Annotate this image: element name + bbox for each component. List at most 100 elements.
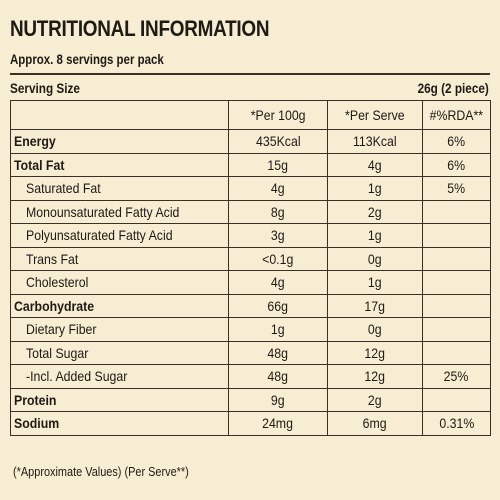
nutrient-name-cell: Monounsaturated Fatty Acid bbox=[10, 199, 229, 224]
value-per-100g: 48g bbox=[267, 344, 289, 361]
value-per-100g: 3g bbox=[271, 227, 285, 244]
serving-size-label: Serving Size bbox=[10, 80, 80, 96]
nutrient-name: Protein bbox=[14, 391, 57, 408]
value-rda-cell: 0.31% bbox=[422, 411, 491, 436]
value-per-serve: 12g bbox=[364, 368, 386, 385]
table-row: -Incl. Added Sugar 48g 12g 25% bbox=[10, 364, 491, 389]
value-per-100g: 48g bbox=[267, 368, 289, 385]
value-rda-cell bbox=[422, 223, 491, 248]
value-per-serve: 0g bbox=[368, 321, 382, 338]
value-per-100g-cell: 9g bbox=[228, 387, 328, 412]
table-row: Cholesterol 4g 1g bbox=[10, 270, 491, 295]
value-rda-cell bbox=[422, 317, 491, 342]
value-rda-cell bbox=[422, 293, 491, 318]
value-per-100g: 435Kcal bbox=[255, 133, 301, 150]
nutrient-name-cell: Saturated Fat bbox=[10, 176, 229, 201]
table-header-row: *Per 100g *Per Serve #%RDA** bbox=[10, 100, 491, 130]
nutrition-table: *Per 100g *Per Serve #%RDA** Energy 435Kc… bbox=[10, 100, 491, 436]
value-per-100g-cell: 48g bbox=[228, 364, 328, 389]
nutrient-name: Carbohydrate bbox=[14, 297, 95, 314]
nutrient-name: Trans Fat bbox=[26, 250, 79, 267]
value-per-100g-cell: 4g bbox=[228, 270, 328, 295]
value-rda-cell bbox=[422, 199, 491, 224]
value-rda-cell bbox=[422, 270, 491, 295]
value-rda: 25% bbox=[444, 368, 469, 385]
value-per-serve-cell: 1g bbox=[327, 176, 423, 201]
table-row: Energy 435Kcal 113Kcal 6% bbox=[10, 129, 491, 154]
value-per-serve-cell: 1g bbox=[327, 223, 423, 248]
table-row: Trans Fat <0.1g 0g bbox=[10, 246, 491, 271]
value-per-100g-cell: <0.1g bbox=[228, 246, 328, 271]
value-per-100g: 15g bbox=[267, 156, 289, 173]
nutrient-name: Dietary Fiber bbox=[26, 321, 97, 338]
value-per-serve-cell: 113Kcal bbox=[327, 129, 423, 154]
column-header-rda-text: #%RDA** bbox=[429, 107, 484, 123]
value-per-serve: 6mg bbox=[363, 415, 387, 432]
value-rda-cell bbox=[422, 246, 491, 271]
table-row: Monounsaturated Fatty Acid 8g 2g bbox=[10, 199, 491, 224]
divider bbox=[10, 73, 490, 75]
value-per-serve-cell: 17g bbox=[327, 293, 423, 318]
value-per-serve-cell: 6mg bbox=[327, 411, 423, 436]
servings-per-pack: Approx. 8 servings per pack bbox=[10, 51, 164, 67]
column-header-per-serve: *Per Serve bbox=[327, 100, 423, 130]
value-per-serve: 1g bbox=[368, 180, 382, 197]
nutrient-name: Sodium bbox=[14, 415, 60, 432]
column-header-rda: #%RDA** bbox=[422, 100, 491, 130]
table-row: Dietary Fiber 1g 0g bbox=[10, 317, 491, 342]
nutrient-name-cell: Trans Fat bbox=[10, 246, 229, 271]
value-rda-cell: 6% bbox=[422, 152, 491, 177]
value-per-100g: 9g bbox=[271, 391, 285, 408]
value-per-serve-cell: 12g bbox=[327, 340, 423, 365]
nutrient-name: Monounsaturated Fatty Acid bbox=[26, 203, 180, 220]
column-header-per-100g: *Per 100g bbox=[228, 100, 328, 130]
nutrient-name-cell: -Incl. Added Sugar bbox=[10, 364, 229, 389]
value-rda-cell bbox=[422, 387, 491, 412]
value-per-serve-cell: 2g bbox=[327, 387, 423, 412]
value-per-100g: 66g bbox=[267, 297, 289, 314]
value-per-100g-cell: 48g bbox=[228, 340, 328, 365]
value-rda: 5% bbox=[447, 180, 466, 197]
value-per-100g: 4g bbox=[271, 180, 285, 197]
nutrient-name: Total Sugar bbox=[26, 344, 89, 361]
value-per-serve-cell: 12g bbox=[327, 364, 423, 389]
value-per-100g: 4g bbox=[271, 274, 285, 291]
table-row: Protein 9g 2g bbox=[10, 387, 491, 412]
nutrient-name-cell: Total Sugar bbox=[10, 340, 229, 365]
value-rda: 6% bbox=[447, 133, 466, 150]
serving-size-value: 26g (2 piece) bbox=[417, 80, 489, 96]
value-per-serve-cell: 2g bbox=[327, 199, 423, 224]
value-per-serve: 17g bbox=[364, 297, 386, 314]
nutrient-name-cell: Protein bbox=[10, 387, 229, 412]
value-per-serve: 1g bbox=[368, 274, 382, 291]
table-row: Sodium 24mg 6mg 0.31% bbox=[10, 411, 491, 436]
column-header-per-100g-text: *Per 100g bbox=[250, 107, 306, 123]
nutrient-name-cell: Energy bbox=[10, 129, 229, 154]
value-rda-cell: 25% bbox=[422, 364, 491, 389]
value-per-100g: 8g bbox=[271, 203, 285, 220]
nutrient-name-cell: Cholesterol bbox=[10, 270, 229, 295]
value-per-serve: 0g bbox=[368, 250, 382, 267]
nutrient-name: Polyunsaturated Fatty Acid bbox=[26, 227, 173, 244]
nutrient-name: Saturated Fat bbox=[26, 180, 101, 197]
value-per-serve: 2g bbox=[368, 391, 382, 408]
value-per-100g-cell: 435Kcal bbox=[228, 129, 328, 154]
column-header-nutrient bbox=[10, 100, 229, 130]
table-row: Saturated Fat 4g 1g 5% bbox=[10, 176, 491, 201]
value-per-serve: 1g bbox=[368, 227, 382, 244]
value-per-serve: 4g bbox=[368, 156, 382, 173]
value-per-100g-cell: 66g bbox=[228, 293, 328, 318]
column-header-per-serve-text: *Per Serve bbox=[345, 107, 405, 123]
value-per-serve-cell: 1g bbox=[327, 270, 423, 295]
table-row: Carbohydrate 66g 17g bbox=[10, 293, 491, 318]
nutrient-name: Energy bbox=[14, 133, 56, 150]
value-per-100g-cell: 8g bbox=[228, 199, 328, 224]
table-row: Polyunsaturated Fatty Acid 3g 1g bbox=[10, 223, 491, 248]
value-per-100g-cell: 24mg bbox=[228, 411, 328, 436]
nutrient-name-cell: Dietary Fiber bbox=[10, 317, 229, 342]
value-per-100g-cell: 15g bbox=[228, 152, 328, 177]
value-per-serve-cell: 0g bbox=[327, 317, 423, 342]
nutrient-name: -Incl. Added Sugar bbox=[26, 368, 128, 385]
value-per-serve: 2g bbox=[368, 203, 382, 220]
value-per-100g: 1g bbox=[271, 321, 285, 338]
